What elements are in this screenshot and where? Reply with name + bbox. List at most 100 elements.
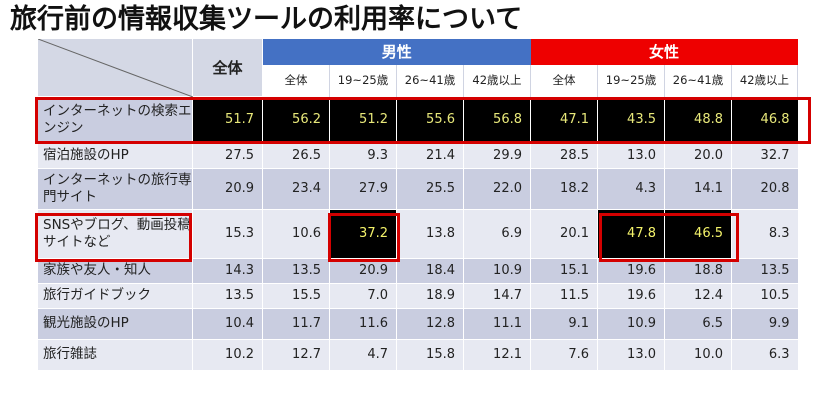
value-cell: 47.1	[530, 95, 598, 143]
subheader-female-26-41: 26~41歳	[664, 64, 732, 96]
row-label: 観光施設のHP	[37, 307, 193, 339]
table-body: インターネットの検索エンジン 51.7 56.2 51.2 55.6 56.8 47.1 43…	[37, 95, 798, 370]
value-cell: 13.0	[597, 142, 665, 168]
value-cell: 13.5	[731, 257, 798, 283]
table-row-family-friends: 家族や友人・知人 14.3 13.5 20.9 18.4 10.9 15.1 19.6 18.8…	[37, 257, 798, 283]
value-cell: 13.5	[262, 257, 330, 283]
value-cell: 55.6	[396, 95, 464, 143]
row-label: 宿泊施設のHP	[37, 142, 193, 168]
value-cell: 13.5	[192, 282, 263, 308]
table-row-travel-magazine: 旅行雑誌 10.2 12.7 4.7 15.8 12.1 7.6 13.0 10.0 6.3	[37, 338, 798, 370]
value-cell: 18.2	[530, 167, 598, 209]
value-cell: 18.8	[664, 257, 732, 283]
value-cell: 6.9	[463, 208, 531, 258]
value-cell: 46.5	[664, 208, 732, 258]
value-cell: 19.6	[597, 282, 665, 308]
header-male: 男性	[262, 38, 531, 65]
row-label: 家族や友人・知人	[37, 257, 193, 283]
value-cell: 11.7	[262, 307, 330, 339]
value-cell: 9.9	[731, 307, 798, 339]
value-cell: 18.4	[396, 257, 464, 283]
value-cell: 10.6	[262, 208, 330, 258]
table-row-guidebook: 旅行ガイドブック 13.5 15.5 7.0 18.9 14.7 11.5 19.6 12.4 1…	[37, 282, 798, 308]
value-cell: 18.9	[396, 282, 464, 308]
value-cell: 13.8	[396, 208, 464, 258]
value-cell: 4.7	[329, 338, 397, 370]
header-female: 女性	[530, 38, 798, 65]
table-row-lodging-hp: 宿泊施設のHP 27.5 26.5 9.3 21.4 29.9 28.5 13.0 20.0 32…	[37, 142, 798, 168]
subheader-male-26-41: 26~41歳	[396, 64, 464, 96]
page-title: 旅行前の情報収集ツールの利用率について	[10, 4, 523, 35]
value-cell: 9.3	[329, 142, 397, 168]
value-cell: 26.5	[262, 142, 330, 168]
row-label: 旅行雑誌	[37, 338, 193, 370]
value-cell: 21.4	[396, 142, 464, 168]
row-label: インターネットの検索エンジン	[37, 95, 193, 143]
value-cell: 12.4	[664, 282, 732, 308]
value-cell: 10.9	[463, 257, 531, 283]
survey-table: 全体 男性 女性 全体 19~25歳 26~41歳 42歳以上 全体 19~25…	[37, 38, 798, 370]
value-cell: 15.1	[530, 257, 598, 283]
value-cell: 47.8	[597, 208, 665, 258]
value-cell: 51.7	[192, 95, 263, 143]
value-cell: 43.5	[597, 95, 665, 143]
value-cell: 20.9	[329, 257, 397, 283]
value-cell: 32.7	[731, 142, 798, 168]
value-cell: 14.3	[192, 257, 263, 283]
value-cell: 23.4	[262, 167, 330, 209]
value-cell: 27.9	[329, 167, 397, 209]
value-cell: 7.0	[329, 282, 397, 308]
value-cell: 20.8	[731, 167, 798, 209]
value-cell: 12.7	[262, 338, 330, 370]
subheader-male-19-25: 19~25歳	[329, 64, 397, 96]
value-cell: 20.9	[192, 167, 263, 209]
value-cell: 6.5	[664, 307, 732, 339]
subheader-female-42plus: 42歳以上	[731, 64, 798, 96]
value-cell: 51.2	[329, 95, 397, 143]
value-cell: 10.5	[731, 282, 798, 308]
value-cell: 9.1	[530, 307, 598, 339]
value-cell: 15.5	[262, 282, 330, 308]
value-cell: 10.4	[192, 307, 263, 339]
value-cell: 11.6	[329, 307, 397, 339]
value-cell: 12.1	[463, 338, 531, 370]
value-cell: 10.0	[664, 338, 732, 370]
table-row-tourist-facility-hp: 観光施設のHP 10.4 11.7 11.6 12.8 11.1 9.1 10.9 6.5 9.9	[37, 307, 798, 339]
value-cell: 4.3	[597, 167, 665, 209]
value-cell: 27.5	[192, 142, 263, 168]
value-cell: 12.8	[396, 307, 464, 339]
value-cell: 56.8	[463, 95, 531, 143]
value-cell: 56.2	[262, 95, 330, 143]
value-cell: 29.9	[463, 142, 531, 168]
subheader-male-all: 全体	[262, 64, 330, 96]
subheader-female-19-25: 19~25歳	[597, 64, 665, 96]
value-cell: 11.5	[530, 282, 598, 308]
value-cell: 10.9	[597, 307, 665, 339]
row-label: SNSやブログ、動画投稿サイトなど	[37, 208, 193, 258]
table-row-search-engine: インターネットの検索エンジン 51.7 56.2 51.2 55.6 56.8 47.1 43…	[37, 95, 798, 143]
value-cell: 14.1	[664, 167, 732, 209]
header-total: 全体	[192, 38, 263, 97]
value-cell: 22.0	[463, 167, 531, 209]
subheader-male-42plus: 42歳以上	[463, 64, 531, 96]
table-row-travel-sites: インターネットの旅行専門サイト 20.9 23.4 27.9 25.5 22.0 18.2 4…	[37, 167, 798, 209]
row-label: インターネットの旅行専門サイト	[37, 167, 193, 209]
value-cell: 13.0	[597, 338, 665, 370]
value-cell: 28.5	[530, 142, 598, 168]
value-cell: 37.2	[329, 208, 397, 258]
value-cell: 20.0	[664, 142, 732, 168]
subheader-female-all: 全体	[530, 64, 598, 96]
value-cell: 11.1	[463, 307, 531, 339]
header-corner	[37, 38, 193, 97]
value-cell: 8.3	[731, 208, 798, 258]
value-cell: 15.3	[192, 208, 263, 258]
table-row-sns: SNSやブログ、動画投稿サイトなど 15.3 10.6 37.2 13.8 6.9 20.1…	[37, 208, 798, 258]
value-cell: 25.5	[396, 167, 464, 209]
value-cell: 7.6	[530, 338, 598, 370]
value-cell: 6.3	[731, 338, 798, 370]
row-label: 旅行ガイドブック	[37, 282, 193, 308]
value-cell: 20.1	[530, 208, 598, 258]
value-cell: 48.8	[664, 95, 732, 143]
value-cell: 14.7	[463, 282, 531, 308]
value-cell: 19.6	[597, 257, 665, 283]
